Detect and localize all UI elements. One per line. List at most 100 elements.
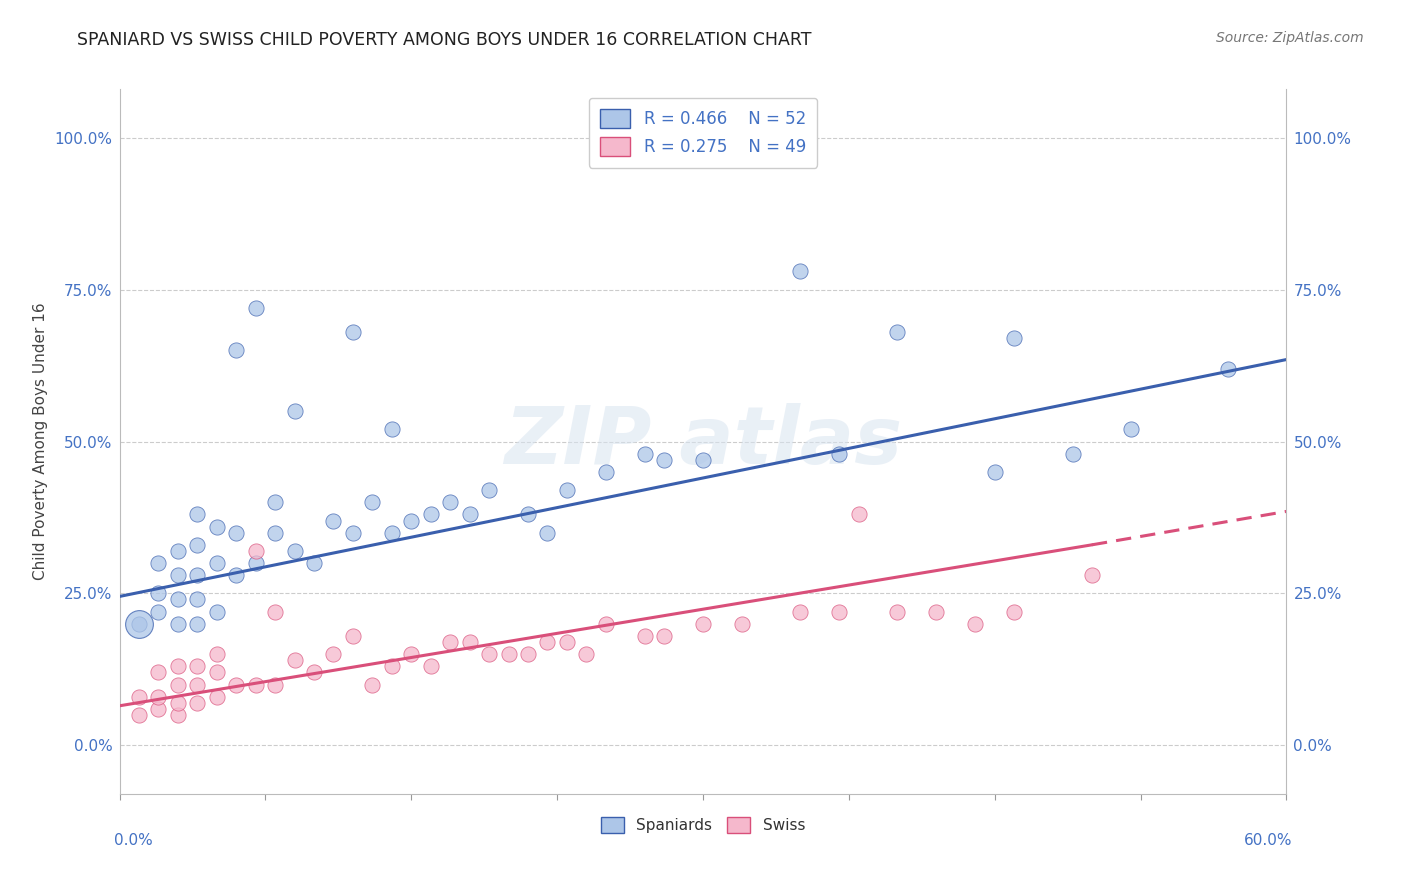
Point: [361, 495, 384, 509]
Point: [186, 696, 208, 710]
Point: [575, 647, 598, 661]
Point: [478, 647, 501, 661]
Point: [205, 665, 228, 680]
Point: [458, 635, 481, 649]
Point: [419, 659, 441, 673]
Point: [302, 556, 325, 570]
Point: [439, 495, 461, 509]
Point: [148, 665, 170, 680]
Point: [886, 325, 908, 339]
Point: [342, 629, 364, 643]
Point: [692, 616, 714, 631]
Text: ZIP atlas: ZIP atlas: [503, 402, 903, 481]
Point: [225, 677, 247, 691]
Point: [925, 605, 948, 619]
Point: [264, 605, 287, 619]
Point: [166, 677, 188, 691]
Point: [166, 568, 188, 582]
Point: [401, 514, 423, 528]
Point: [634, 629, 657, 643]
Point: [634, 447, 657, 461]
Point: [517, 508, 540, 522]
Point: [652, 629, 675, 643]
Point: [401, 647, 423, 661]
Point: [186, 659, 208, 673]
Point: [302, 665, 325, 680]
Point: [419, 508, 441, 522]
Point: [1002, 605, 1025, 619]
Text: SPANIARD VS SWISS CHILD POVERTY AMONG BOYS UNDER 16 CORRELATION CHART: SPANIARD VS SWISS CHILD POVERTY AMONG BO…: [77, 31, 811, 49]
Point: [205, 647, 228, 661]
Point: [555, 483, 578, 497]
Text: 0.0%: 0.0%: [114, 832, 152, 847]
Y-axis label: Child Poverty Among Boys Under 16: Child Poverty Among Boys Under 16: [34, 302, 48, 581]
Legend: Spaniards, Swiss: Spaniards, Swiss: [595, 811, 811, 839]
Point: [245, 544, 267, 558]
Point: [536, 635, 558, 649]
Point: [848, 508, 870, 522]
Point: [148, 690, 170, 704]
Point: [128, 690, 150, 704]
Point: [225, 568, 247, 582]
Point: [828, 447, 851, 461]
Point: [166, 616, 188, 631]
Point: [828, 605, 851, 619]
Point: [342, 325, 364, 339]
Point: [517, 647, 540, 661]
Point: [186, 616, 208, 631]
Point: [1062, 447, 1084, 461]
Point: [731, 616, 754, 631]
Point: [205, 605, 228, 619]
Point: [148, 586, 170, 600]
Point: [381, 525, 404, 540]
Point: [148, 605, 170, 619]
Point: [205, 556, 228, 570]
Point: [886, 605, 908, 619]
Point: [284, 404, 307, 418]
Text: 60.0%: 60.0%: [1244, 832, 1292, 847]
Point: [264, 525, 287, 540]
Point: [652, 452, 675, 467]
Point: [284, 653, 307, 667]
Point: [284, 544, 307, 558]
Point: [984, 465, 1007, 479]
Point: [205, 690, 228, 704]
Point: [1081, 568, 1104, 582]
Point: [595, 465, 617, 479]
Point: [478, 483, 501, 497]
Point: [166, 707, 188, 722]
Text: Source: ZipAtlas.com: Source: ZipAtlas.com: [1216, 31, 1364, 45]
Point: [166, 592, 188, 607]
Point: [342, 525, 364, 540]
Point: [148, 702, 170, 716]
Point: [245, 301, 267, 315]
Point: [264, 495, 287, 509]
Point: [245, 556, 267, 570]
Point: [322, 514, 344, 528]
Point: [1119, 422, 1142, 436]
Point: [555, 635, 578, 649]
Point: [439, 635, 461, 649]
Point: [225, 343, 247, 358]
Point: [225, 525, 247, 540]
Point: [186, 677, 208, 691]
Point: [498, 647, 520, 661]
Point: [1002, 331, 1025, 345]
Point: [128, 616, 150, 631]
Point: [128, 707, 150, 722]
Point: [381, 422, 404, 436]
Point: [692, 452, 714, 467]
Point: [789, 264, 811, 278]
Point: [186, 538, 208, 552]
Point: [264, 677, 287, 691]
Point: [245, 677, 267, 691]
Point: [595, 616, 617, 631]
Point: [186, 508, 208, 522]
Point: [128, 616, 150, 631]
Point: [148, 556, 170, 570]
Point: [1216, 361, 1240, 376]
Point: [361, 677, 384, 691]
Point: [322, 647, 344, 661]
Point: [166, 659, 188, 673]
Point: [965, 616, 987, 631]
